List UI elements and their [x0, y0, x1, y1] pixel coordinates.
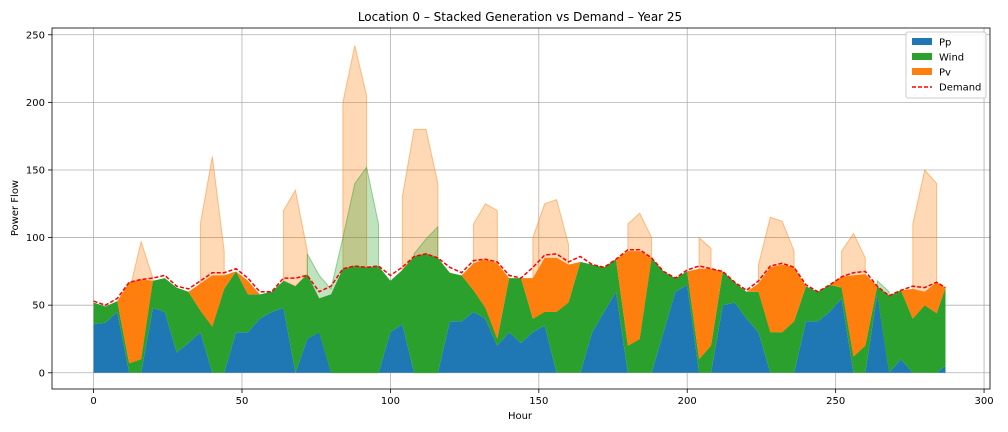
plot-frame: [51, 27, 991, 390]
legend-box: [905, 31, 987, 99]
x-tick-label: 250: [826, 396, 845, 407]
y-tick-label: 100: [26, 233, 45, 244]
demand-line: [93, 248, 946, 307]
legend-swatch-pp: [912, 38, 932, 45]
legend-label-pp: Pp: [939, 38, 951, 49]
pv-potential-area: [283, 188, 308, 287]
legend-label-demand: Demand: [939, 83, 981, 94]
x-tick-label: 300: [975, 396, 994, 407]
legend-label-pv: Pv: [939, 68, 951, 79]
legend: Pp Wind Pv Demand: [905, 31, 987, 99]
y-tick-label: 150: [26, 165, 45, 176]
legend-swatch-wind: [912, 53, 932, 60]
y-tick-label: 0: [39, 368, 45, 379]
y-axis-label: Power Flow: [10, 180, 21, 236]
x-tick-label: 50: [236, 396, 249, 407]
x-tick-label: 200: [678, 396, 697, 407]
wind-area: [93, 253, 946, 373]
legend-label-wind: Wind: [939, 53, 964, 64]
y-tick-label: 50: [32, 301, 45, 312]
chart-title: Location 0 – Stacked Generation vs Deman…: [358, 10, 682, 24]
y-tick-label: 200: [26, 98, 45, 109]
y-tick-label: 250: [26, 30, 45, 41]
x-axis-label: Hour: [508, 411, 533, 422]
pv-area: [93, 251, 946, 364]
axes: 0 50 100 150 200 250 300 0 50 100 150 200 250: [26, 27, 994, 407]
stacked-areas: [93, 45, 946, 374]
pp-area: [93, 284, 946, 373]
x-tick-label: 0: [90, 396, 96, 407]
x-tick-label: 100: [381, 396, 400, 407]
x-tick-label: 150: [529, 396, 548, 407]
legend-swatch-pv: [912, 68, 932, 75]
